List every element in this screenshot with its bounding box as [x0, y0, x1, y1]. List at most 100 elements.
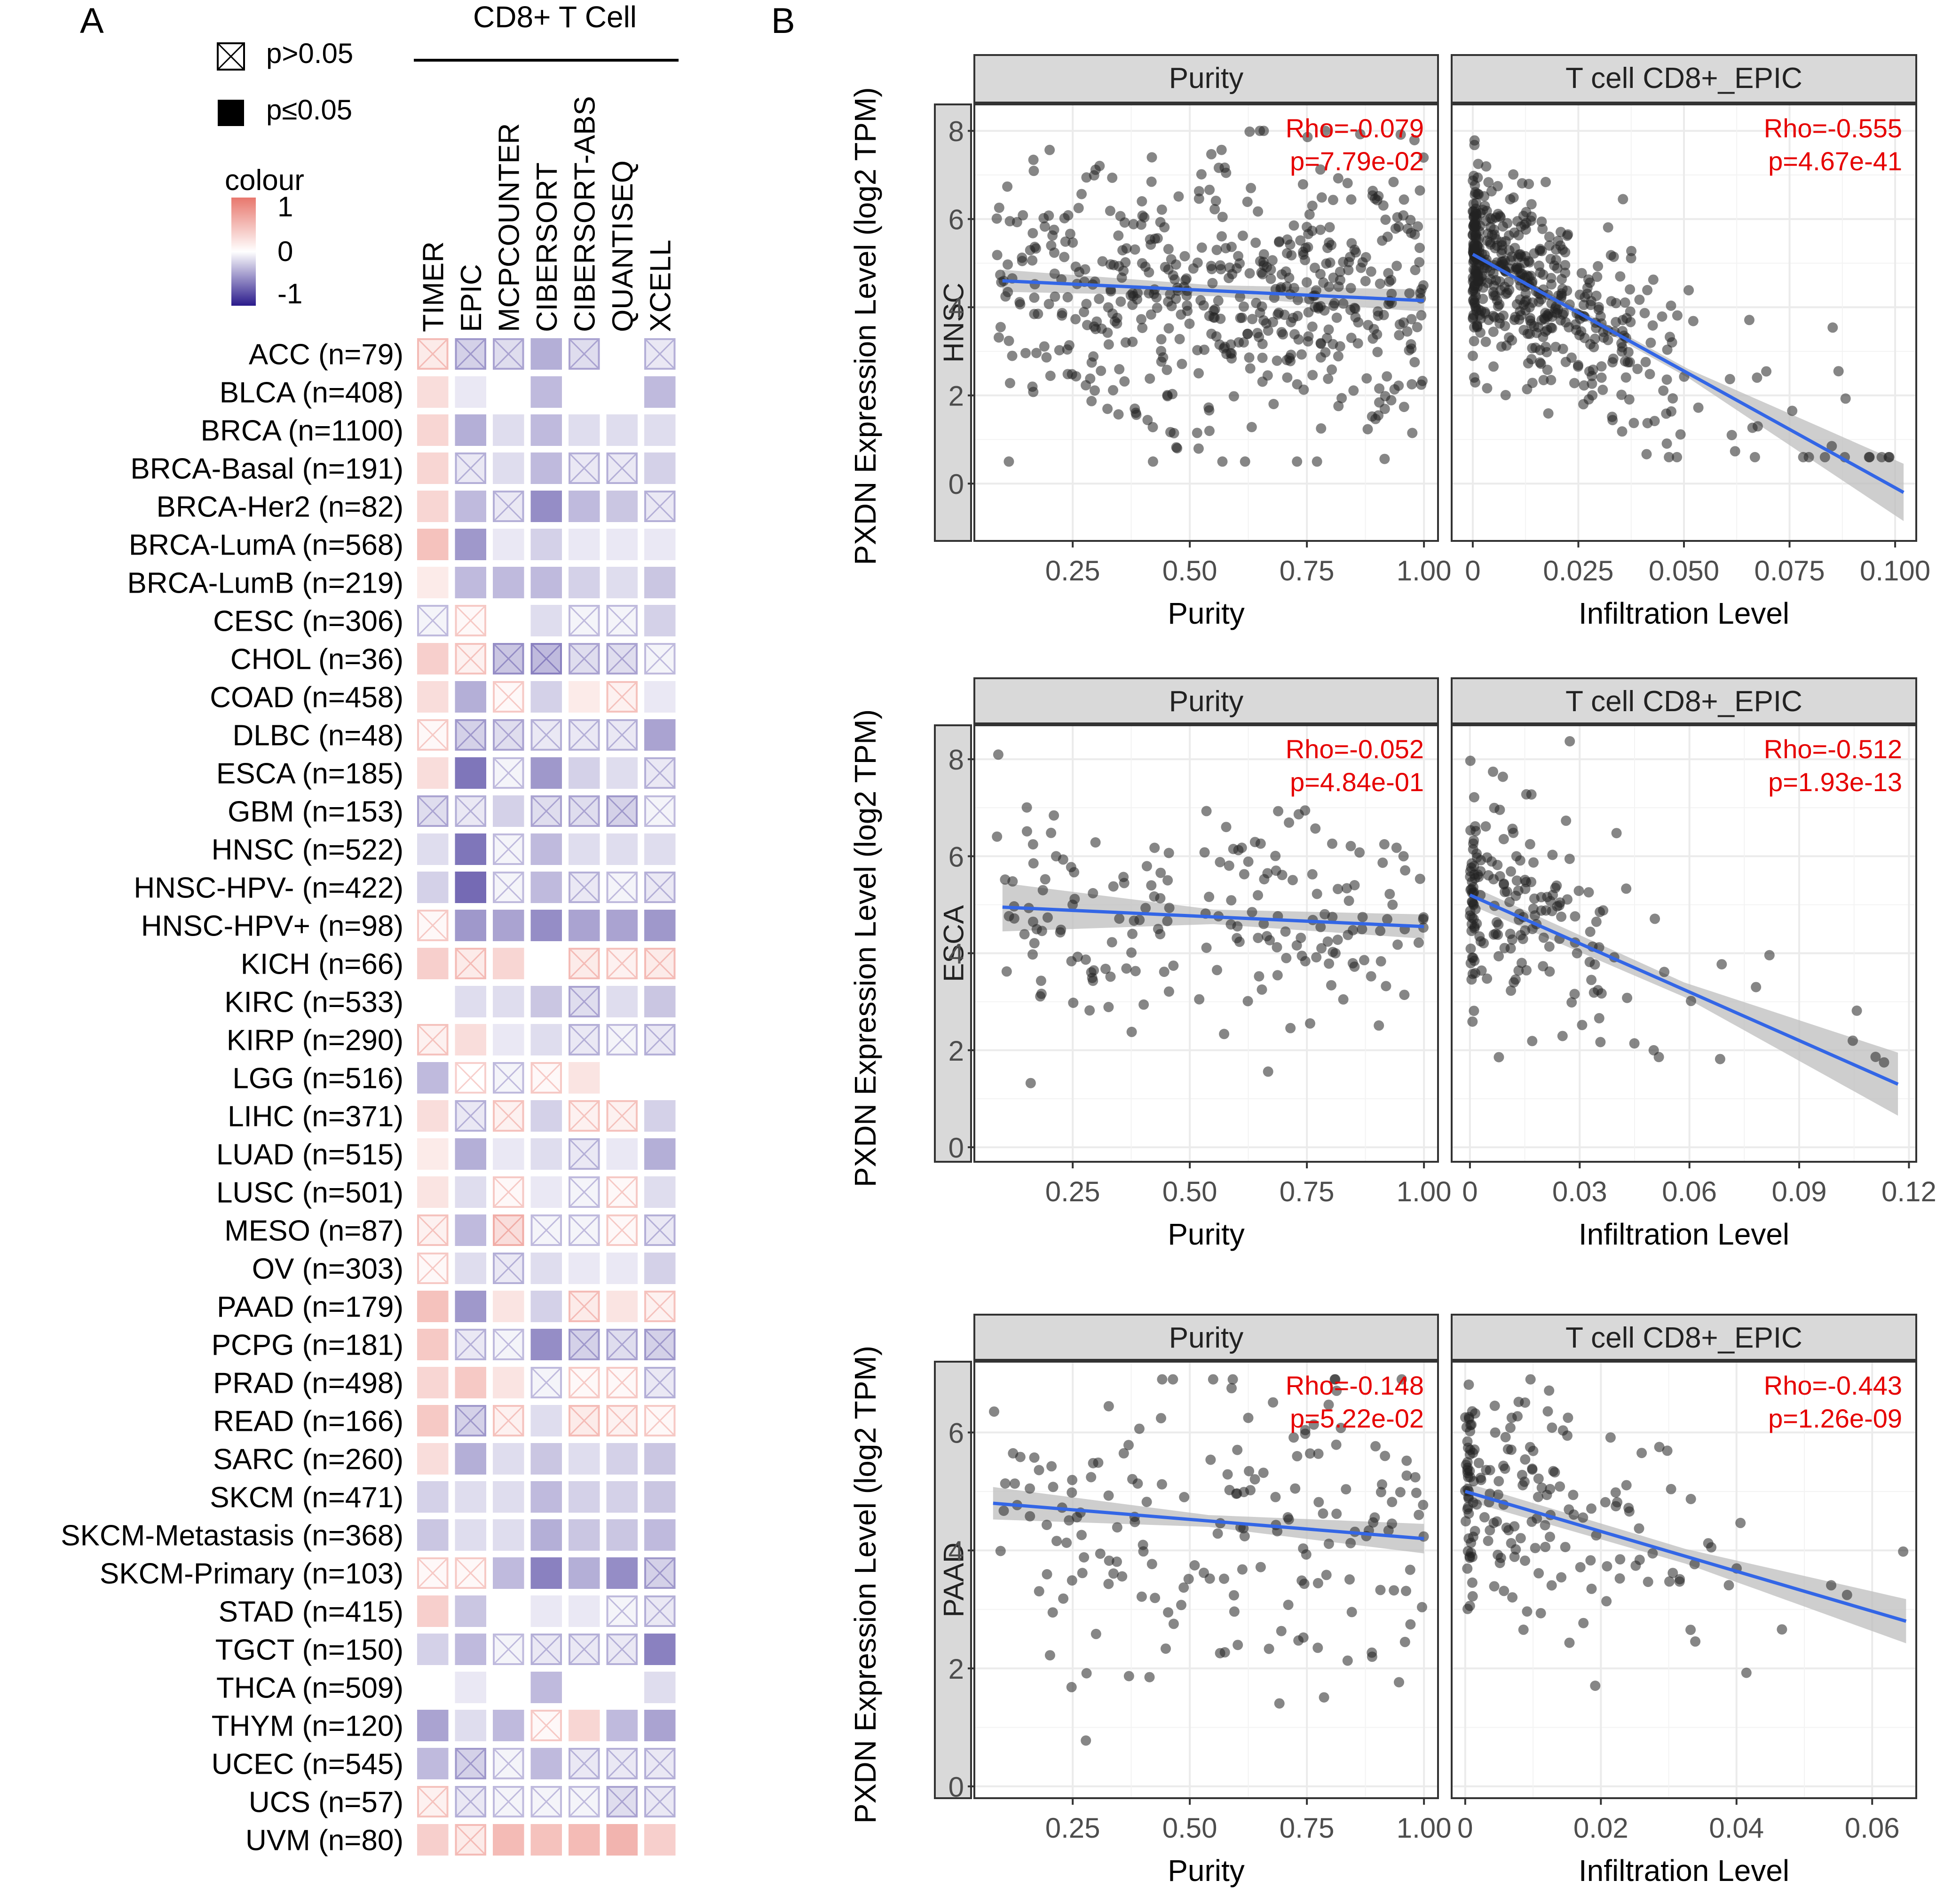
data-point	[1066, 956, 1077, 967]
data-point	[1535, 358, 1546, 369]
data-point	[1085, 373, 1096, 384]
data-point	[1303, 331, 1314, 342]
data-point	[1470, 873, 1480, 884]
data-point	[1379, 404, 1390, 414]
data-point	[1258, 256, 1269, 267]
data-point	[1313, 1497, 1324, 1507]
x-tick-label: 0.75	[1280, 555, 1335, 587]
x-tick-label: 0	[1462, 1176, 1478, 1207]
data-point	[1219, 341, 1230, 352]
data-point	[1540, 1520, 1550, 1531]
data-point	[1521, 206, 1532, 217]
data-point	[1064, 1515, 1075, 1526]
row-strip	[934, 724, 972, 1163]
data-point	[1411, 1487, 1422, 1498]
data-point	[1331, 1439, 1342, 1450]
data-point	[1594, 1013, 1604, 1023]
data-point	[1235, 292, 1245, 302]
facet-strip-label: Purity	[1169, 685, 1243, 718]
ns-cell-cross	[569, 1176, 600, 1208]
data-point	[1483, 177, 1494, 188]
ns-cell-cross	[417, 1786, 448, 1817]
data-point	[1359, 955, 1369, 966]
data-point	[1494, 951, 1504, 961]
data-point	[1146, 880, 1157, 891]
row-label: HNSC (n=522)	[212, 834, 403, 866]
data-point	[1247, 314, 1258, 325]
data-point	[1288, 875, 1298, 886]
ns-cell-border	[455, 1405, 486, 1436]
data-point	[1156, 356, 1167, 367]
heatmap-cell	[455, 1138, 486, 1170]
data-point	[1500, 390, 1511, 400]
data-point	[1389, 384, 1400, 395]
ns-cell-border	[569, 1214, 600, 1246]
data-point	[1642, 285, 1653, 295]
x-axis-title: Purity	[1168, 596, 1245, 630]
heatmap-cell	[606, 414, 638, 446]
row-label: LGG (n=516)	[232, 1063, 403, 1095]
data-point	[1416, 310, 1427, 321]
data-point	[1245, 363, 1256, 374]
data-point	[1475, 866, 1486, 877]
data-point	[1555, 1481, 1565, 1492]
data-point	[1621, 883, 1632, 894]
data-point	[1517, 1469, 1527, 1480]
ns-cell-cross	[455, 948, 486, 979]
data-point	[1226, 895, 1237, 906]
y-tick-label: 2	[948, 1653, 964, 1685]
heatmap-cell	[644, 1253, 676, 1284]
data-point	[1034, 1586, 1044, 1597]
data-point	[1410, 1472, 1421, 1483]
data-point	[1649, 416, 1660, 427]
data-point	[1209, 204, 1220, 214]
data-point	[1686, 996, 1696, 1007]
data-point	[1510, 311, 1521, 322]
row-label: PAAD (n=179)	[217, 1291, 403, 1324]
data-point	[1494, 804, 1505, 815]
data-point	[994, 202, 1004, 213]
data-point	[1146, 309, 1156, 320]
data-point	[1685, 1625, 1696, 1635]
data-point	[1379, 453, 1390, 464]
data-point	[1183, 1574, 1194, 1584]
data-point	[1051, 1536, 1062, 1547]
data-point	[1320, 909, 1330, 920]
ns-cell-border	[417, 605, 449, 636]
data-point	[1331, 1508, 1342, 1519]
ns-cell-border	[606, 1329, 638, 1360]
data-point	[1244, 126, 1255, 137]
data-point	[1174, 333, 1185, 344]
heatmap-cell	[417, 1062, 449, 1094]
data-point	[1585, 339, 1596, 349]
data-point	[1533, 1473, 1544, 1484]
row-label: BLCA (n=408)	[220, 377, 403, 409]
data-point	[1206, 149, 1217, 159]
x-tick-label: 0.75	[1280, 1812, 1335, 1844]
data-point	[1088, 1458, 1098, 1468]
ns-cell-border	[530, 1214, 562, 1246]
data-point	[1108, 385, 1118, 396]
ns-cell-cross	[607, 1214, 638, 1246]
data-point	[1196, 169, 1207, 180]
data-point	[1544, 941, 1555, 952]
data-point	[1623, 1503, 1634, 1513]
data-point	[1367, 411, 1377, 422]
data-point	[1405, 1564, 1415, 1575]
data-point	[1276, 269, 1287, 280]
data-point	[1538, 932, 1549, 943]
data-point	[1596, 372, 1607, 383]
data-point	[1483, 870, 1494, 881]
heatmap-cell	[417, 1519, 449, 1551]
ns-cell-border	[606, 872, 638, 903]
data-point	[1683, 285, 1694, 296]
ns-cell-border	[455, 338, 486, 370]
heatmap-cell	[569, 1672, 600, 1703]
heatmap-cell	[530, 605, 562, 636]
heatmap-cell	[606, 1481, 638, 1513]
data-point	[1489, 1581, 1500, 1592]
data-point	[1181, 290, 1192, 301]
data-point	[1350, 312, 1361, 323]
data-point	[1494, 1052, 1504, 1063]
data-point	[1021, 802, 1032, 813]
